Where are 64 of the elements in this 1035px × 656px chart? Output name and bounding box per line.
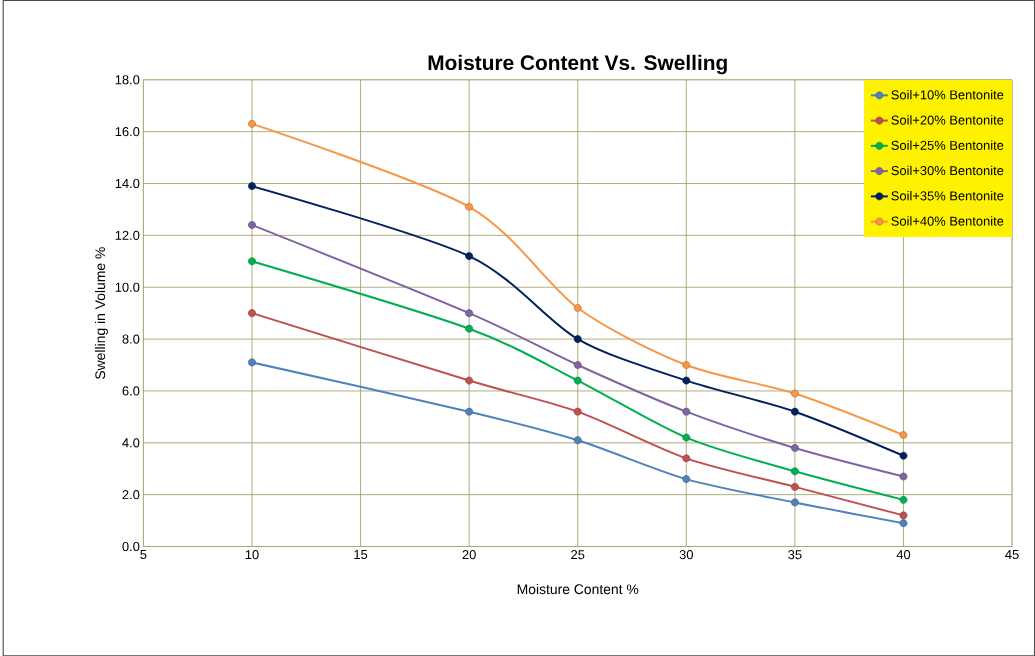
point bbox=[791, 407, 799, 416]
point bbox=[791, 482, 799, 491]
point bbox=[573, 376, 582, 385]
point bbox=[682, 454, 691, 463]
point bbox=[573, 436, 582, 444]
y-tick-label: 16.0 bbox=[115, 126, 140, 137]
point bbox=[682, 361, 691, 369]
legend-label: Soil+35% Bentonite bbox=[891, 190, 1004, 201]
point bbox=[682, 475, 691, 483]
x-tick-label: 45 bbox=[1005, 549, 1019, 559]
chart-title: Moisture Content Vs. Swelling bbox=[428, 54, 727, 75]
point bbox=[248, 119, 256, 128]
point bbox=[465, 324, 474, 333]
y-axis-title: Swelling in Volume % bbox=[94, 247, 108, 379]
x-tick-label: 15 bbox=[354, 549, 368, 559]
point bbox=[465, 407, 474, 416]
legend-label: Soil+10% Bentonite bbox=[891, 89, 1004, 100]
x-tick-label: 25 bbox=[571, 549, 585, 560]
x-tick-label: 20 bbox=[462, 549, 476, 560]
y-tick-label: 8.0 bbox=[122, 334, 140, 344]
point bbox=[791, 498, 799, 507]
legend-label: Soil+20% Bentonite bbox=[891, 115, 1004, 125]
point bbox=[682, 407, 691, 416]
x-tick-label: 35 bbox=[788, 549, 802, 560]
y-tick-label: 18.0 bbox=[115, 75, 140, 85]
y-tick-label: 4.0 bbox=[122, 438, 140, 448]
x-tick-label: 5 bbox=[140, 549, 147, 559]
point bbox=[791, 389, 799, 398]
point bbox=[465, 309, 474, 317]
point bbox=[573, 361, 582, 369]
legend-label: Soil+30% Bentonite bbox=[891, 165, 1004, 176]
y-tick-label: 0.0 bbox=[122, 541, 140, 551]
point bbox=[791, 443, 799, 452]
point bbox=[682, 376, 691, 385]
point bbox=[248, 182, 256, 190]
point bbox=[465, 252, 474, 260]
y-tick-label: 10.0 bbox=[115, 282, 140, 292]
point bbox=[899, 431, 908, 439]
y-tick-label: 12.0 bbox=[115, 230, 140, 240]
point bbox=[248, 220, 256, 229]
point bbox=[682, 433, 691, 442]
point bbox=[791, 467, 799, 476]
legend-label: Soil+40% Bentonite bbox=[891, 216, 1004, 226]
point bbox=[248, 309, 256, 317]
point bbox=[899, 472, 908, 481]
x-tick-label: 30 bbox=[679, 549, 693, 560]
x-tick-label: 10 bbox=[245, 549, 259, 560]
x-tick-label: 40 bbox=[896, 549, 911, 560]
legend-label: Soil+25% Bentonite bbox=[891, 140, 1004, 150]
point bbox=[573, 335, 582, 343]
point bbox=[465, 202, 474, 211]
point bbox=[899, 451, 908, 460]
point bbox=[248, 358, 256, 367]
point bbox=[899, 519, 908, 527]
point bbox=[573, 407, 582, 416]
y-tick-label: 2.0 bbox=[122, 489, 140, 500]
point bbox=[465, 376, 474, 385]
x-axis-title: Moisture Content % bbox=[517, 583, 639, 595]
point bbox=[248, 257, 256, 266]
y-tick-label: 6.0 bbox=[122, 386, 140, 396]
point bbox=[899, 495, 908, 504]
point bbox=[899, 511, 908, 520]
y-tick-label: 14.0 bbox=[115, 178, 140, 188]
point bbox=[573, 303, 582, 312]
